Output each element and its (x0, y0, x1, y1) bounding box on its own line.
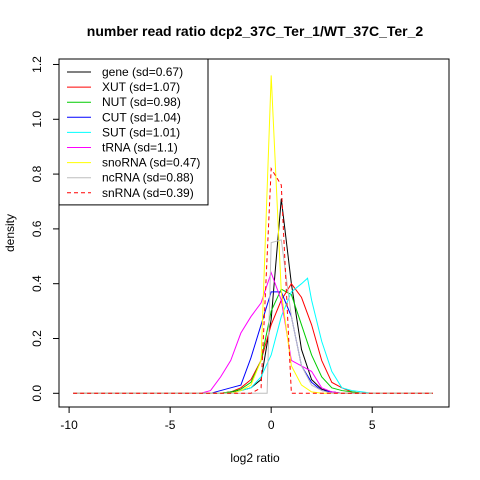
chart-title: number read ratio dcp2_37C_Ter_1/WT_37C_… (87, 23, 424, 39)
series-line-7 (73, 239, 433, 394)
legend-label-5: tRNA (sd=1.1) (102, 141, 178, 155)
x-tick-label-3: 5 (369, 418, 376, 432)
legend-label-7: ncRNA (sd=0.88) (102, 171, 194, 185)
legend: gene (sd=0.67)XUT (sd=1.07)NUT (sd=0.98)… (58, 58, 209, 206)
series-line-5 (73, 271, 433, 394)
legend-label-1: XUT (sd=1.07) (102, 80, 180, 94)
x-axis-label: log2 ratio (230, 451, 280, 465)
series-line-6 (73, 75, 433, 394)
y-tick-label-4: 0.8 (30, 165, 44, 182)
y-tick-label-6: 1.2 (30, 56, 44, 73)
y-tick-label-3: 0.6 (30, 220, 44, 237)
legend-label-3: CUT (sd=1.04) (102, 110, 181, 124)
y-tick-label-5: 1.0 (30, 111, 44, 128)
legend-label-6: snoRNA (sd=0.47) (102, 156, 200, 170)
y-tick-label-2: 0.4 (30, 275, 44, 292)
legend-label-0: gene (sd=0.67) (102, 65, 183, 79)
x-tick-label-1: -5 (165, 418, 176, 432)
y-axis-label: density (3, 214, 17, 252)
legend-label-4: SUT (sd=1.01) (102, 125, 180, 139)
legend-label-8: snRNA (sd=0.39) (102, 186, 194, 200)
x-tick-label-2: 0 (268, 418, 275, 432)
y-tick-label-1: 0.2 (30, 330, 44, 347)
axes-layer: -10 -5 0 5 0.0 0.2 0.4 0.6 0.8 1.0 1.2 (30, 56, 376, 432)
legend-label-2: NUT (sd=0.98) (102, 95, 181, 109)
y-tick-label-0: 0.0 (30, 385, 44, 402)
series-layer (73, 75, 433, 394)
x-tick-label-0: -10 (60, 418, 78, 432)
